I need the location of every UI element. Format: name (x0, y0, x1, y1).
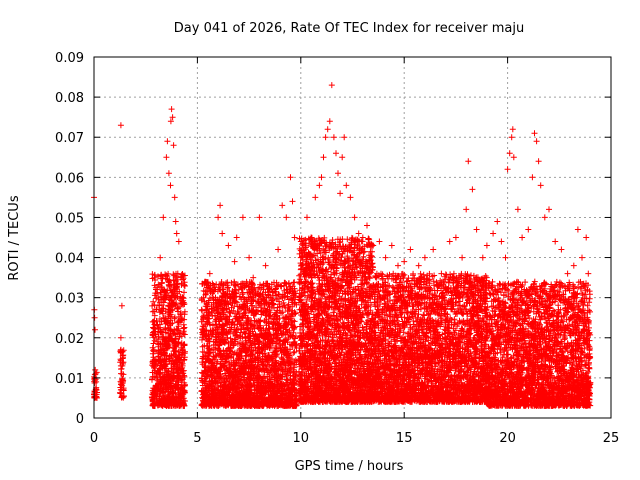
data-point (150, 347, 157, 354)
data-point (155, 343, 162, 350)
chart-title: Day 041 of 2026, Rate Of TEC Index for r… (174, 21, 524, 36)
data-point (181, 324, 188, 331)
data-point (160, 305, 167, 312)
data-points (91, 82, 594, 409)
data-point (165, 303, 172, 310)
data-point (181, 289, 187, 296)
data-point (150, 298, 157, 305)
data-point (151, 282, 158, 289)
data-point-cluster (148, 270, 188, 409)
data-point (168, 365, 175, 372)
